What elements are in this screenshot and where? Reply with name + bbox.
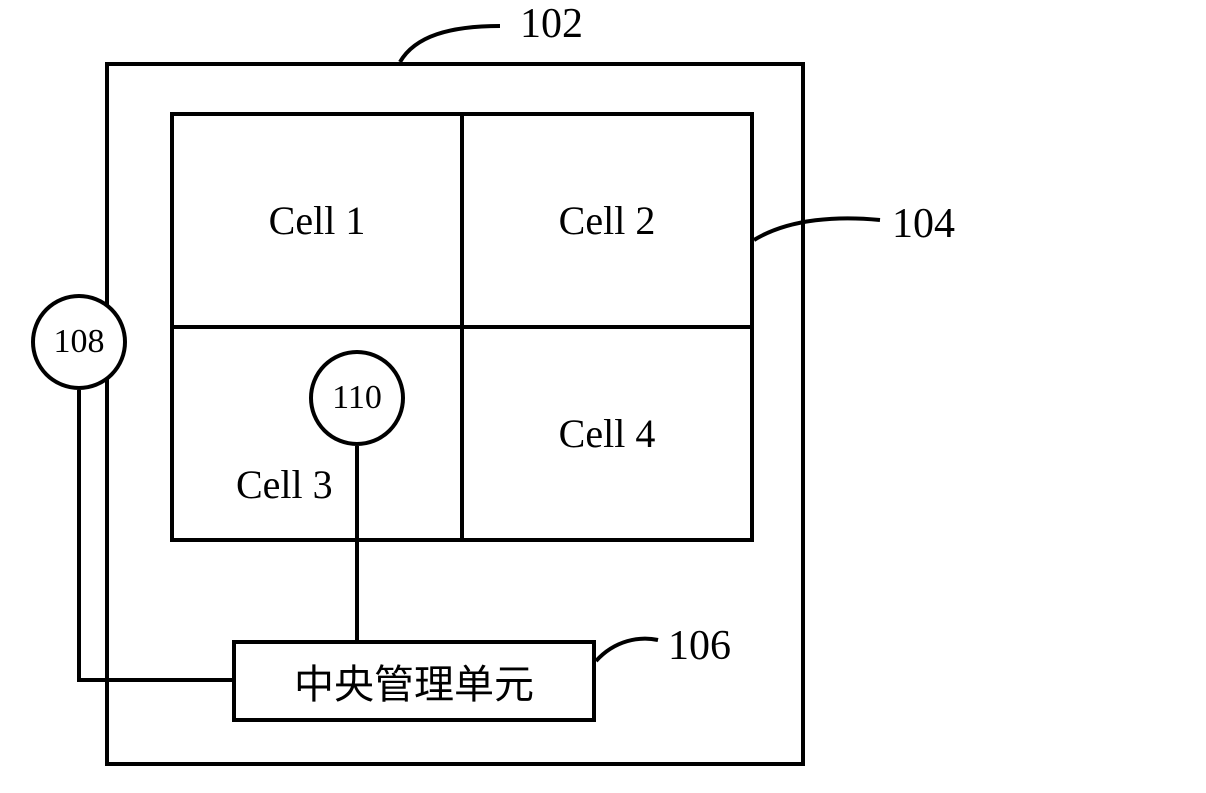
callout-102-path (400, 26, 500, 62)
diagram-canvas: Cell 1 Cell 2 Cell 3 Cell 4 中央管理单元 108 1… (0, 0, 1206, 793)
cell-grid: Cell 1 Cell 2 Cell 3 Cell 4 (170, 112, 754, 542)
cell-3-label: Cell 3 (236, 461, 333, 508)
callout-104-label: 104 (892, 200, 955, 248)
pin-110-circle: 110 (309, 350, 405, 446)
cell-3: Cell 3 (174, 327, 462, 538)
pin-108-circle: 108 (31, 294, 127, 390)
callout-106-label: 106 (668, 622, 731, 670)
cell-1: Cell 1 (174, 116, 462, 327)
cell-2: Cell 2 (462, 116, 750, 327)
callout-102-label: 102 (520, 0, 583, 48)
central-management-box: 中央管理单元 (232, 640, 596, 722)
cell-4: Cell 4 (462, 327, 750, 538)
